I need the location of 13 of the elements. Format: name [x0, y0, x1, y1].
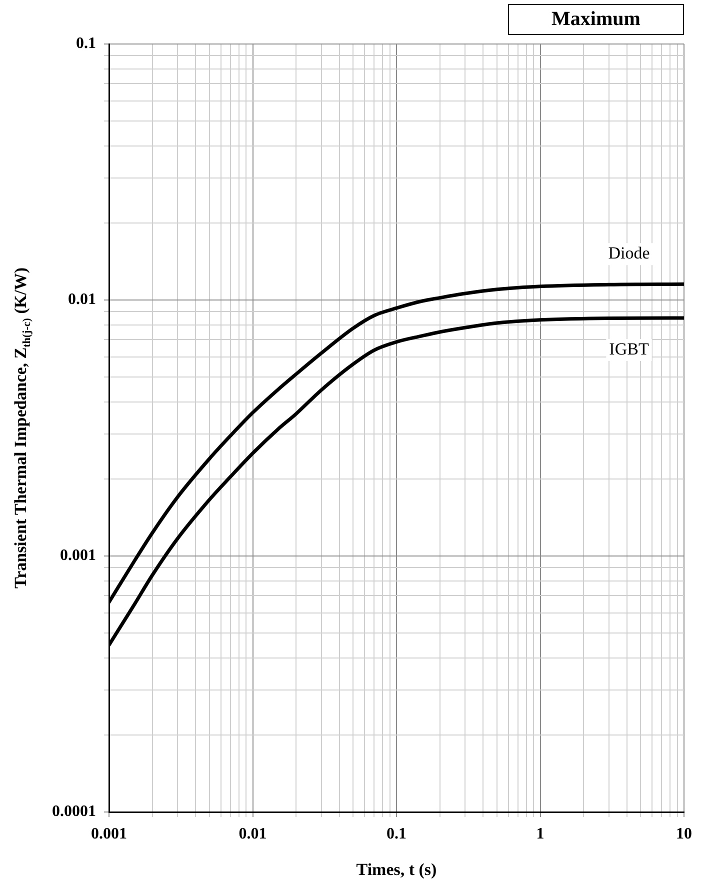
y-tick-label: 0.01: [68, 291, 96, 308]
y-tick-label: 0.1: [76, 35, 96, 52]
y-tick-label: 0.0001: [52, 803, 96, 820]
x-tick-label: 0.01: [238, 826, 267, 843]
series-label: Diode: [608, 244, 650, 263]
x-tick-label: 0.1: [386, 826, 406, 843]
x-tick-label: 10: [676, 826, 692, 843]
text: Maximum: [508, 4, 684, 35]
y-tick-label: 0.001: [60, 547, 96, 564]
x-tick-label: 0.001: [91, 826, 127, 843]
x-tick-label: 1: [536, 826, 544, 843]
series-label: IGBT: [609, 339, 650, 358]
x-axis-title: Times, t (s): [356, 860, 437, 880]
